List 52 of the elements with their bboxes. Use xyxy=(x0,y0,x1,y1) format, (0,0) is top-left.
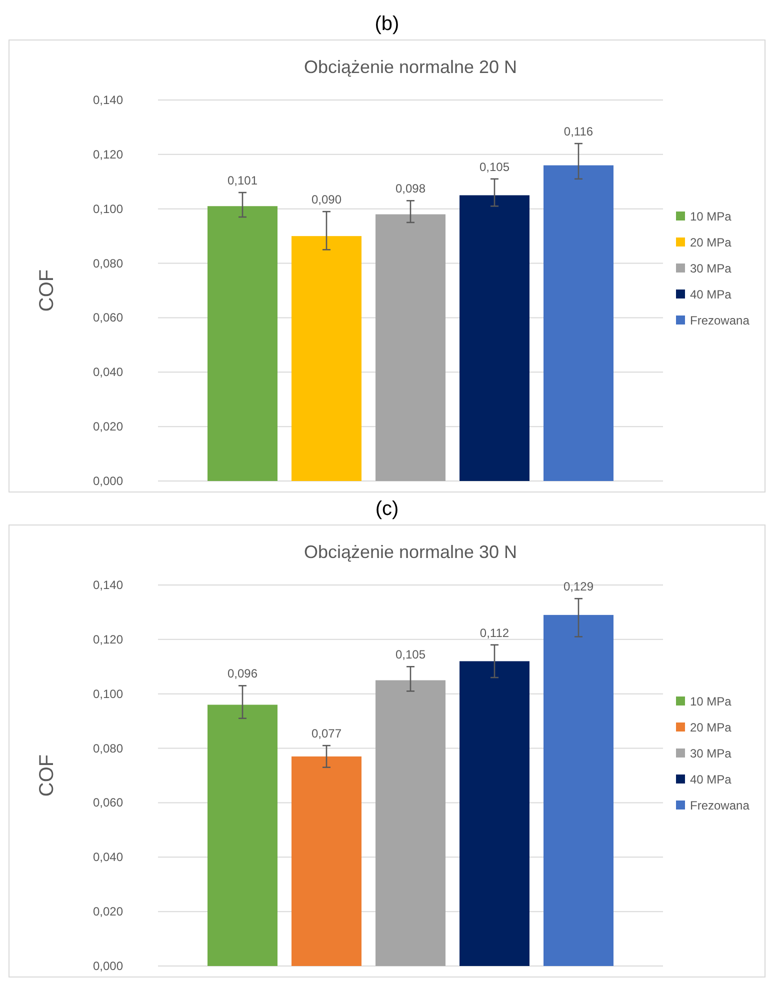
y-tick-label: 0,100 xyxy=(92,686,124,701)
legend-label: 30 MPa xyxy=(690,262,732,276)
data-label: 0,112 xyxy=(480,626,510,640)
y-tick-label: 0,040 xyxy=(92,850,124,864)
data-label: 0,105 xyxy=(395,648,426,662)
data-label: 0,129 xyxy=(563,580,594,594)
bar xyxy=(292,756,362,966)
legend-label: Frezowana xyxy=(690,314,750,328)
y-tick-label: 0,140 xyxy=(92,93,124,107)
data-label: 0,090 xyxy=(311,192,342,207)
y-tick-label: 0,080 xyxy=(92,256,124,270)
bar xyxy=(460,661,530,966)
data-label: 0,116 xyxy=(564,124,594,139)
y-tick-label: 0,060 xyxy=(92,796,124,810)
bar xyxy=(208,206,278,481)
bar xyxy=(376,214,446,481)
legend-label: 10 MPa xyxy=(690,210,732,224)
legend-label: 20 MPa xyxy=(690,720,732,734)
text: (c) xyxy=(375,498,399,520)
y-axis-title: COF xyxy=(36,269,58,312)
y-tick-label: 0,040 xyxy=(92,365,124,380)
chart-title: Obciążenie normalne 20 N xyxy=(304,57,518,77)
legend-label: 20 MPa xyxy=(690,236,732,250)
bar xyxy=(544,165,614,481)
chart-title: Obciążenie normalne 30 N xyxy=(304,542,518,562)
y-tick-label: 0,020 xyxy=(92,904,124,919)
legend-label: 40 MPa xyxy=(690,288,732,302)
text: (b) xyxy=(374,13,400,35)
y-tick-label: 0,100 xyxy=(92,202,124,216)
bar xyxy=(292,236,362,481)
data-label: 0,077 xyxy=(311,726,342,741)
data-label: 0,105 xyxy=(479,160,510,174)
legend-label: 30 MPa xyxy=(690,746,732,760)
y-tick-label: 0,060 xyxy=(92,310,124,325)
bar xyxy=(208,704,278,966)
bar xyxy=(460,195,530,481)
bar xyxy=(376,680,446,966)
legend-label: 40 MPa xyxy=(690,772,732,786)
y-tick-label: 0,120 xyxy=(92,632,124,646)
data-label: 0,098 xyxy=(395,182,426,196)
y-tick-label: 0,140 xyxy=(92,578,124,592)
y-tick-label: 0,000 xyxy=(92,959,124,973)
y-axis-title: COF xyxy=(36,754,58,797)
y-tick-label: 0,120 xyxy=(92,147,124,162)
data-label: 0,101 xyxy=(227,174,258,188)
legend-label: 10 MPa xyxy=(690,694,732,708)
y-tick-label: 0,080 xyxy=(92,741,124,756)
y-tick-label: 0,000 xyxy=(92,474,124,488)
legend-label: Frezowana xyxy=(690,798,750,812)
data-label: 0,096 xyxy=(227,666,258,681)
y-tick-label: 0,020 xyxy=(92,420,124,434)
bar xyxy=(544,614,614,966)
